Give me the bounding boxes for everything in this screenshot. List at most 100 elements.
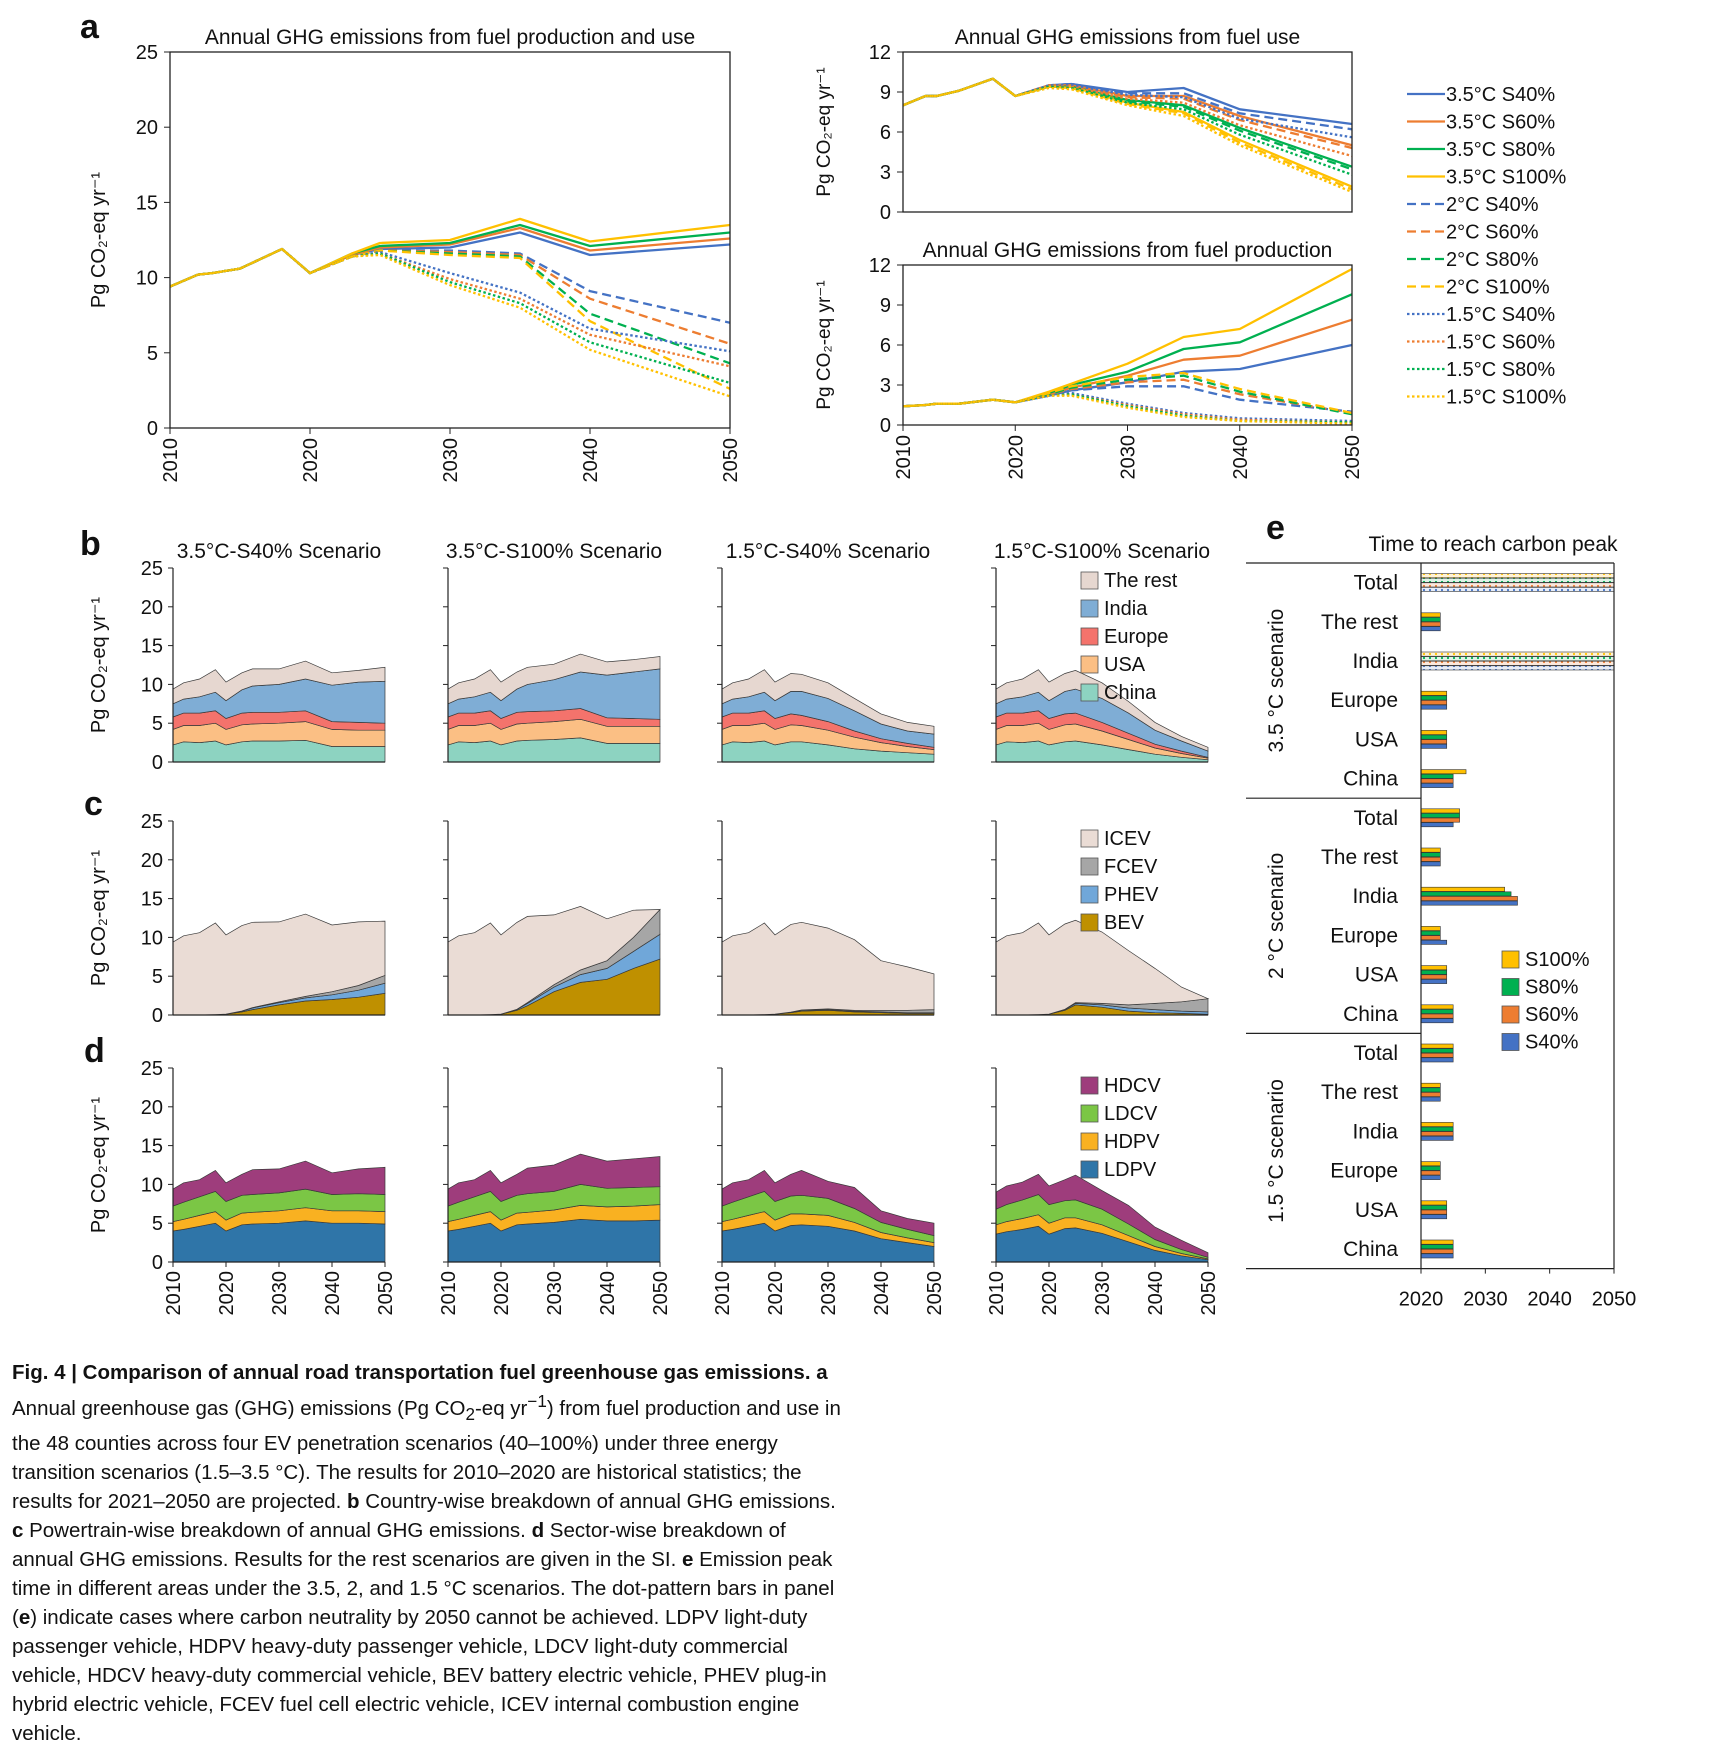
panel-a: 0 5 10 15 20 25 2010 2020 2030 2040 2050 Annual GHG… (88, 26, 1567, 483)
area-layer (447, 1218, 661, 1263)
peak-bar (1420, 778, 1454, 784)
legend-swatch (1080, 913, 1099, 932)
peak-bar (1420, 769, 1467, 775)
peak-bar (1420, 939, 1448, 945)
category-label: The rest (1321, 1081, 1398, 1104)
peak-bar (1420, 1057, 1454, 1063)
y-tick-label: 3 (880, 375, 891, 397)
caption-e-label: e (681, 1547, 694, 1571)
caption-paragraph-left: Fig. 4 | Comparison of annual road trans… (12, 1358, 842, 1748)
peak-bar (1420, 1165, 1441, 1171)
category-label: USA (1355, 964, 1398, 987)
chart-title: Annual GHG emissions from fuel productio… (205, 26, 695, 49)
caption-b-label: b (347, 1489, 360, 1513)
legend: ICEV FCEV PHEV BEV (1080, 828, 1159, 934)
peak-bar (1420, 690, 1448, 696)
peak-bar (1420, 617, 1441, 622)
peak-bar (1420, 1131, 1454, 1137)
peak-bar (1420, 773, 1454, 779)
peak-bar (1420, 695, 1448, 701)
legend-label: BEV (1104, 912, 1145, 934)
chart-title: Annual GHG emissions from fuel productio… (923, 239, 1333, 262)
y-axis-label: Pg CO₂-eq yr⁻¹ (88, 597, 110, 733)
peak-bar (1420, 665, 1615, 671)
peak-bar (1420, 817, 1460, 823)
y-tick-label: 15 (141, 636, 163, 658)
chart-fuel-production-and-use: 0 5 10 15 20 25 2010 2020 2030 2040 2050 Annual GHG… (136, 26, 742, 483)
x-tick-label: 2040 (322, 1271, 344, 1316)
y-tick-label: 15 (136, 192, 158, 214)
area-chart: 2010 2020 2030 2040 2050 (712, 1067, 946, 1316)
peak-bar (1420, 582, 1615, 588)
category-label: Europe (1330, 689, 1398, 712)
legend-label: 1.5°C S60% (1446, 332, 1555, 354)
legend-label: 1.5°C S80% (1446, 359, 1555, 381)
peak-bar (1420, 1013, 1454, 1019)
legend: HDCV LDCV HDPV LDPV (1080, 1075, 1161, 1181)
peak-bar (1420, 1048, 1454, 1054)
caption-c-label: c (12, 1518, 24, 1542)
peak-bar (1420, 891, 1512, 897)
category-label: Europe (1330, 924, 1398, 947)
legend-label: LDPV (1104, 1159, 1157, 1181)
legend-swatch (1080, 627, 1099, 646)
y-tick-label: 0 (152, 1252, 163, 1274)
y-axis-label: Pg CO₂-eq yr⁻¹ (814, 280, 835, 409)
category-label: USA (1355, 728, 1398, 751)
y-tick-label: 5 (152, 966, 163, 988)
panel-letter-a: a (80, 8, 100, 46)
series-line (902, 77, 1353, 194)
y-tick-label: 5 (147, 343, 158, 365)
y-tick-label: 0 (880, 415, 891, 437)
series-line (169, 247, 731, 390)
legend-label: USA (1104, 654, 1146, 676)
peak-bar (1420, 612, 1441, 618)
x-tick-label: 2010 (986, 1271, 1008, 1316)
legend-swatch (1080, 1132, 1099, 1151)
x-tick-label: 2010 (712, 1271, 734, 1316)
peak-bar (1420, 1043, 1454, 1049)
series-line (902, 77, 1353, 147)
legend-label: 2°C S100% (1446, 277, 1550, 299)
peak-bar (1420, 1018, 1454, 1024)
area-layer (995, 669, 1209, 752)
legend-swatch (1080, 857, 1099, 876)
legend-label: 3.5°C S40% (1446, 84, 1555, 106)
peak-bar (1420, 926, 1441, 931)
category-label: Total (1354, 572, 1398, 595)
category-label: China (1343, 1238, 1398, 1261)
legend-label: HDCV (1104, 1075, 1161, 1097)
peak-bar (1420, 886, 1505, 892)
peak-bar (1420, 1214, 1448, 1220)
y-tick-label: 25 (141, 811, 163, 833)
peak-bar (1420, 847, 1441, 853)
area-chart (717, 820, 935, 1016)
y-tick-label: 10 (141, 674, 163, 696)
area-layer (721, 669, 935, 735)
y-tick-label: 0 (152, 1005, 163, 1027)
peak-bar (1420, 1248, 1454, 1254)
category-label: Europe (1330, 1160, 1398, 1183)
caption-left: Fig. 4 | Comparison of annual road trans… (12, 1358, 842, 1748)
panels-b-c-d: 0 5 10 15 20 25 3.5°C-S40% Scenario 3.5°C-S100%… (88, 540, 1220, 1316)
y-tick-label: 20 (141, 597, 163, 619)
x-tick-label: 2050 (1198, 1271, 1220, 1316)
legend: The rest India Europe USA China (1080, 570, 1178, 704)
series-line (169, 247, 731, 365)
chart-fuel-use: 0 3 6 9 12 Annual GHG emissions from fuel use (869, 26, 1353, 224)
category-label: USA (1355, 1199, 1398, 1222)
y-tick-label: 0 (152, 752, 163, 774)
peak-bar (1420, 861, 1441, 867)
x-tick-label: 2050 (650, 1271, 672, 1316)
category-label: China (1343, 1003, 1398, 1026)
caption-a-sup: −1 (527, 1392, 547, 1411)
legend-swatch (1080, 1160, 1099, 1179)
legend-swatch (1501, 950, 1520, 969)
x-tick-label: 2040 (1527, 1289, 1572, 1311)
peak-bar (1420, 1239, 1454, 1245)
legend-label: 1.5°C S100% (1446, 387, 1567, 409)
series-line (902, 394, 1353, 425)
peak-bar (1420, 1205, 1448, 1210)
legend-label: 2°C S60% (1446, 222, 1539, 244)
x-tick-label: 2030 (544, 1271, 566, 1316)
